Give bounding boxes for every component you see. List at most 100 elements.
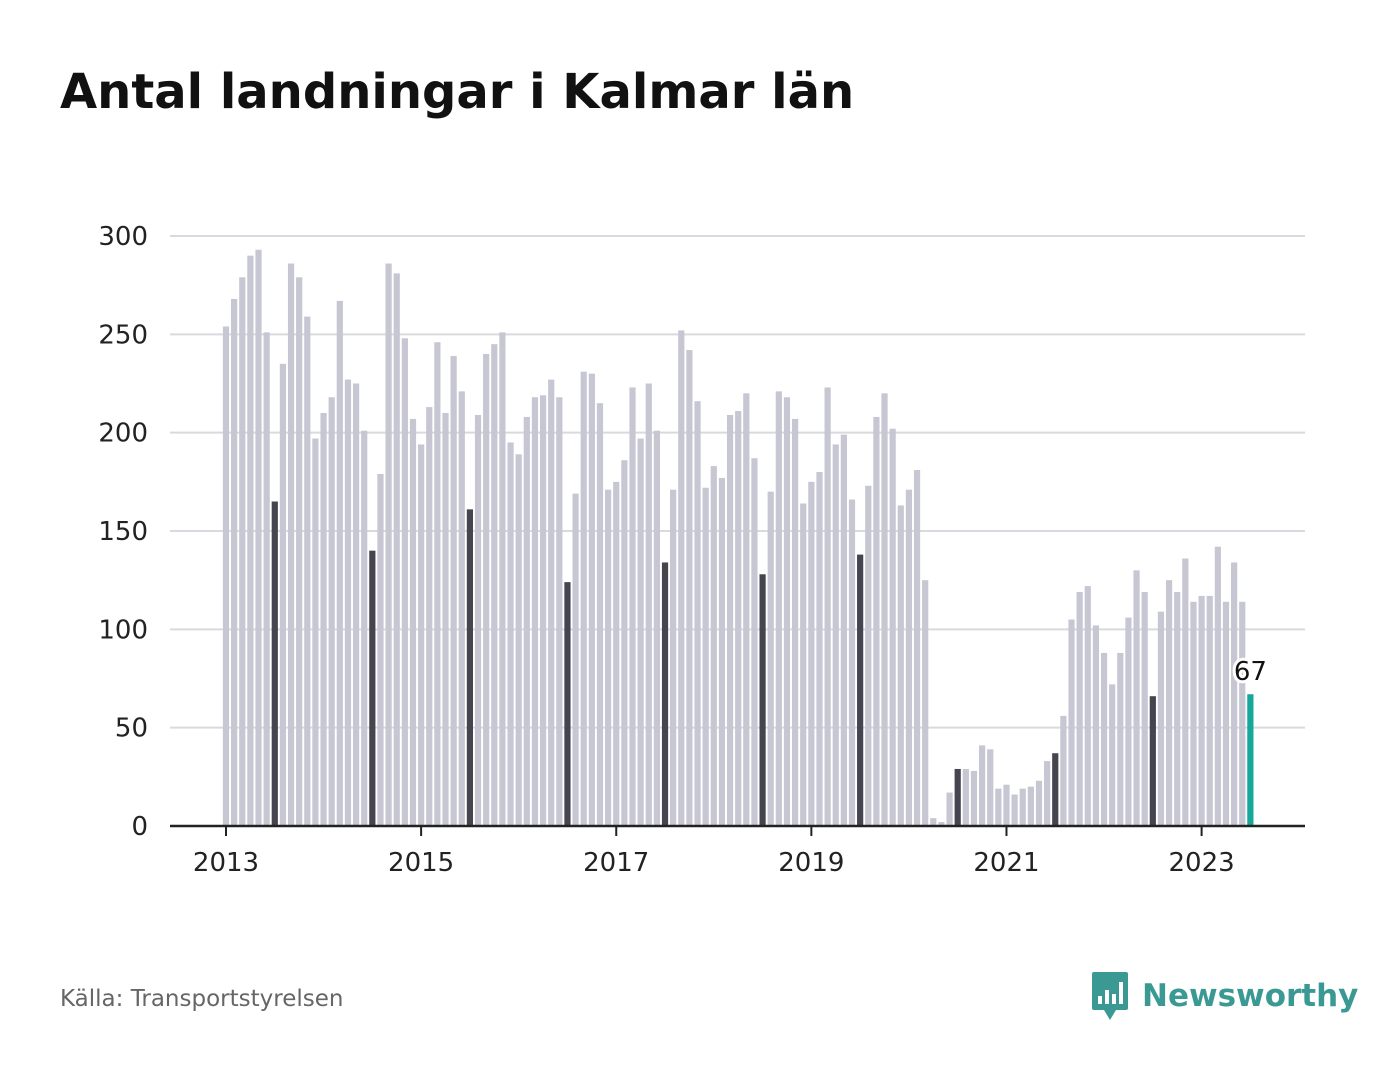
y-axis: 0 50 100 150 200 250 300 — [98, 222, 148, 842]
bar — [792, 418, 799, 826]
bar — [344, 379, 352, 826]
bar — [726, 414, 734, 826]
bar — [1149, 696, 1156, 826]
bar — [1109, 684, 1116, 826]
bar — [1141, 591, 1148, 826]
bar — [531, 397, 539, 826]
bar — [970, 770, 978, 826]
bar — [1214, 546, 1221, 826]
bar — [759, 574, 766, 826]
bar — [629, 387, 636, 826]
data-labels: 67 — [1231, 654, 1270, 690]
bar — [824, 387, 831, 826]
bar — [962, 768, 969, 826]
bar — [840, 434, 847, 826]
bar — [466, 509, 473, 826]
bar — [385, 263, 392, 826]
bar — [588, 373, 595, 826]
bar — [312, 438, 319, 826]
bar — [832, 444, 839, 826]
bar — [239, 277, 246, 826]
bar — [694, 401, 701, 826]
bar — [865, 485, 872, 826]
bar — [889, 428, 896, 826]
bar — [710, 466, 717, 826]
bar — [369, 550, 376, 826]
bar — [1076, 591, 1083, 826]
bar — [328, 397, 335, 826]
bar — [775, 391, 782, 826]
y-tick-label: 200 — [98, 419, 148, 449]
bar — [320, 413, 327, 826]
bar — [743, 393, 750, 826]
bar — [304, 316, 311, 826]
bar — [1125, 617, 1132, 826]
bar — [913, 470, 921, 826]
bar — [426, 407, 433, 826]
bar — [296, 277, 303, 826]
bar — [661, 562, 669, 826]
bar — [499, 332, 506, 826]
bar — [987, 749, 994, 826]
bar — [515, 454, 522, 826]
bar — [938, 822, 945, 826]
brand-name: Newsworthy — [1142, 978, 1359, 1014]
bar — [930, 818, 937, 826]
bar — [808, 481, 815, 826]
bar — [922, 580, 929, 826]
bar — [263, 332, 270, 826]
bar — [637, 438, 644, 826]
bar — [523, 416, 530, 826]
bar — [222, 326, 230, 826]
bar — [1100, 652, 1108, 826]
bar — [1117, 652, 1124, 826]
y-tick-label: 50 — [115, 714, 148, 744]
bar — [1084, 586, 1091, 826]
chart-title: Antal landningar i Kalmar län — [60, 64, 855, 120]
bar — [995, 788, 1002, 826]
bar — [474, 414, 482, 826]
bar — [1003, 784, 1010, 826]
bar — [783, 397, 791, 826]
bar — [271, 501, 278, 826]
bar — [621, 460, 628, 826]
bar — [1206, 595, 1213, 826]
bar — [686, 350, 693, 826]
bar — [548, 379, 555, 826]
bar — [409, 418, 417, 826]
bar — [1165, 580, 1173, 826]
bar — [255, 249, 262, 826]
x-axis: 2013 2015 2017 2019 2021 2023 — [170, 824, 1305, 878]
bar — [670, 489, 677, 826]
bar — [678, 330, 685, 826]
bar — [231, 298, 238, 826]
bar — [1157, 611, 1165, 826]
bar — [442, 413, 449, 826]
x-tick-label: 2013 — [193, 848, 259, 878]
bar — [287, 263, 295, 826]
bar — [605, 489, 612, 826]
brand-logo[interactable]: Newsworthy — [1090, 970, 1358, 1022]
bar — [1190, 601, 1197, 826]
bar — [702, 487, 709, 826]
source-note: Källa: Transportstyrelsen — [60, 986, 344, 1012]
bar — [434, 342, 441, 826]
bar — [1198, 595, 1205, 826]
bar — [1092, 625, 1100, 826]
bar — [613, 481, 620, 826]
bar — [556, 397, 563, 826]
bar — [946, 792, 953, 826]
bar — [653, 430, 660, 826]
bar — [507, 442, 514, 826]
bars — [222, 249, 1254, 826]
bar — [564, 582, 571, 826]
bar — [458, 391, 465, 826]
y-tick-label: 100 — [98, 615, 148, 645]
bar — [279, 363, 287, 826]
bar — [1052, 753, 1059, 826]
bar — [1174, 591, 1181, 826]
bar — [352, 383, 360, 826]
y-tick-label: 250 — [98, 320, 148, 350]
bar — [1239, 601, 1246, 826]
